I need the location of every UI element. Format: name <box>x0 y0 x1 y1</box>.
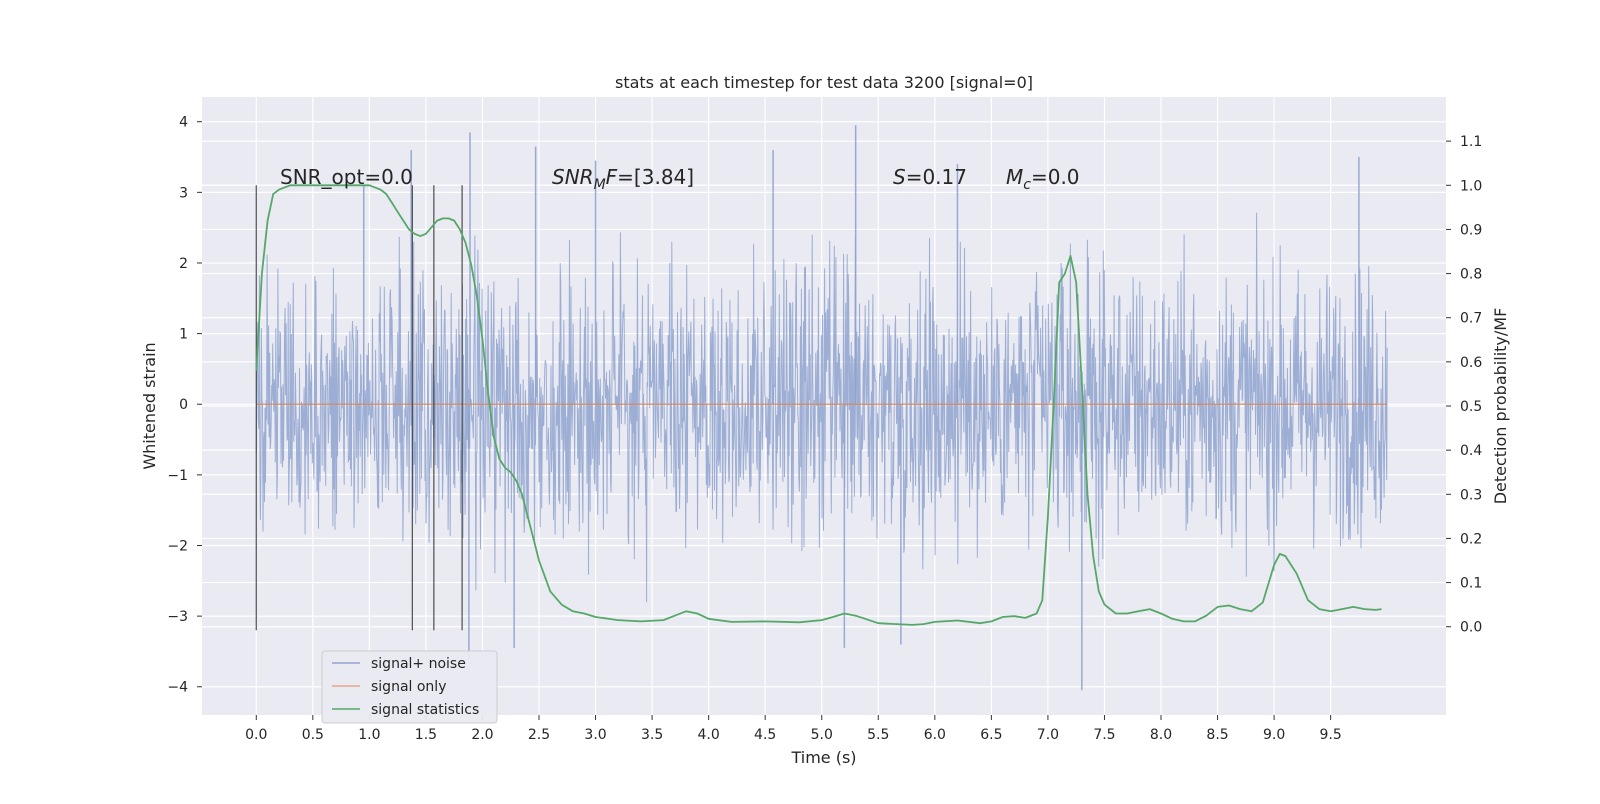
x-tick-label: 1.5 <box>415 727 437 743</box>
x-tick-label: 0.0 <box>245 727 267 743</box>
snr-mf-value: =[3.84] <box>617 165 694 189</box>
s-annotation: S=0.17 <box>893 165 967 189</box>
s-value: =0.17 <box>906 165 967 189</box>
x-tick-label: 2.5 <box>528 727 550 743</box>
y-tick-label: 4 <box>179 115 188 131</box>
y-right-tick-label: 0.1 <box>1460 576 1482 592</box>
x-tick-label: 6.0 <box>924 727 946 743</box>
y-axis-label: Whitened strain <box>140 342 159 469</box>
legend-label-signal-only: signal only <box>371 679 446 695</box>
y-right-tick-label: 1.1 <box>1460 134 1482 150</box>
x-axis-label: Time (s) <box>790 748 856 767</box>
x-tick-label: 5.5 <box>867 727 889 743</box>
y-tick-label: −1 <box>167 468 188 484</box>
y-tick-label: 3 <box>179 185 188 201</box>
y-tick-label: −2 <box>167 538 188 554</box>
y-tick-label: −3 <box>167 609 188 625</box>
vertical-markers <box>255 185 463 631</box>
mc-value: =0.0 <box>1031 165 1080 189</box>
signal-statistics-line <box>255 184 1382 626</box>
mc-annotation: Mc=0.0 <box>1006 165 1080 193</box>
y-right-tick-label: 0.5 <box>1460 399 1482 415</box>
snr-opt-annotation: SNR_opt=0.0 <box>280 165 413 189</box>
legend: signal+ noise signal only signal statist… <box>321 650 498 724</box>
x-tick-label: 2.0 <box>471 727 493 743</box>
y-right-tick-label: 0.0 <box>1460 620 1482 636</box>
y-right-tick-label: 1.0 <box>1460 178 1482 194</box>
y-tick-label: 0 <box>179 397 188 413</box>
x-tick-label: 8.0 <box>1150 727 1172 743</box>
y-right-tick-label: 0.4 <box>1460 443 1482 459</box>
y-right-tick-label: 0.7 <box>1460 311 1482 327</box>
x-tick-label: 3.5 <box>641 727 663 743</box>
snr-mf-symbol: SNR <box>552 165 594 189</box>
legend-label-signal-noise: signal+ noise <box>371 656 466 672</box>
noise-series <box>255 125 1388 691</box>
y-right-tick-label: 0.8 <box>1460 267 1482 283</box>
x-tick-label: 8.5 <box>1206 727 1228 743</box>
x-tick-label: 5.0 <box>811 727 833 743</box>
ticks: 0.0 0.5 1.0 1.5 2.0 2.5 3.0 3.5 4.0 4.5 5.0 5.5 6.0 6… <box>167 115 1482 743</box>
snr-mf-annotation: SNRMF=[3.84] <box>552 165 694 193</box>
noise-line <box>255 212 1388 603</box>
mc-symbol: M <box>1006 165 1023 189</box>
x-tick-label: 7.5 <box>1093 727 1115 743</box>
x-tick-label: 0.5 <box>302 727 324 743</box>
mc-subscript: c <box>1023 177 1031 193</box>
x-tick-label: 9.5 <box>1320 727 1342 743</box>
y-right-tick-label: 0.9 <box>1460 222 1482 238</box>
legend-label-signal-statistics: signal statistics <box>371 702 479 718</box>
y-tick-label: −4 <box>167 680 188 696</box>
x-tick-label: 3.0 <box>584 727 606 743</box>
y-right-axis-label: Detection probability/MF <box>1491 308 1510 505</box>
y-right-tick-label: 0.6 <box>1460 355 1482 371</box>
x-tick-label: 4.0 <box>698 727 720 743</box>
chart-title: stats at each timestep for test data 320… <box>615 73 1033 92</box>
x-tick-label: 4.5 <box>754 727 776 743</box>
signal-statistics-series <box>255 184 1382 626</box>
legend-box <box>321 650 498 724</box>
x-tick-label: 7.0 <box>1037 727 1059 743</box>
snr-mf-suffix: F <box>606 165 618 189</box>
y-right-tick-label: 0.3 <box>1460 487 1482 503</box>
y-right-tick-label: 0.2 <box>1460 531 1482 547</box>
snr-mf-subscript: M <box>594 177 606 193</box>
x-tick-label: 6.5 <box>980 727 1002 743</box>
x-tick-label: 9.0 <box>1263 727 1285 743</box>
y-tick-label: 1 <box>179 327 188 343</box>
s-symbol: S <box>893 165 906 189</box>
y-tick-label: 2 <box>179 256 188 272</box>
x-tick-label: 1.0 <box>358 727 380 743</box>
